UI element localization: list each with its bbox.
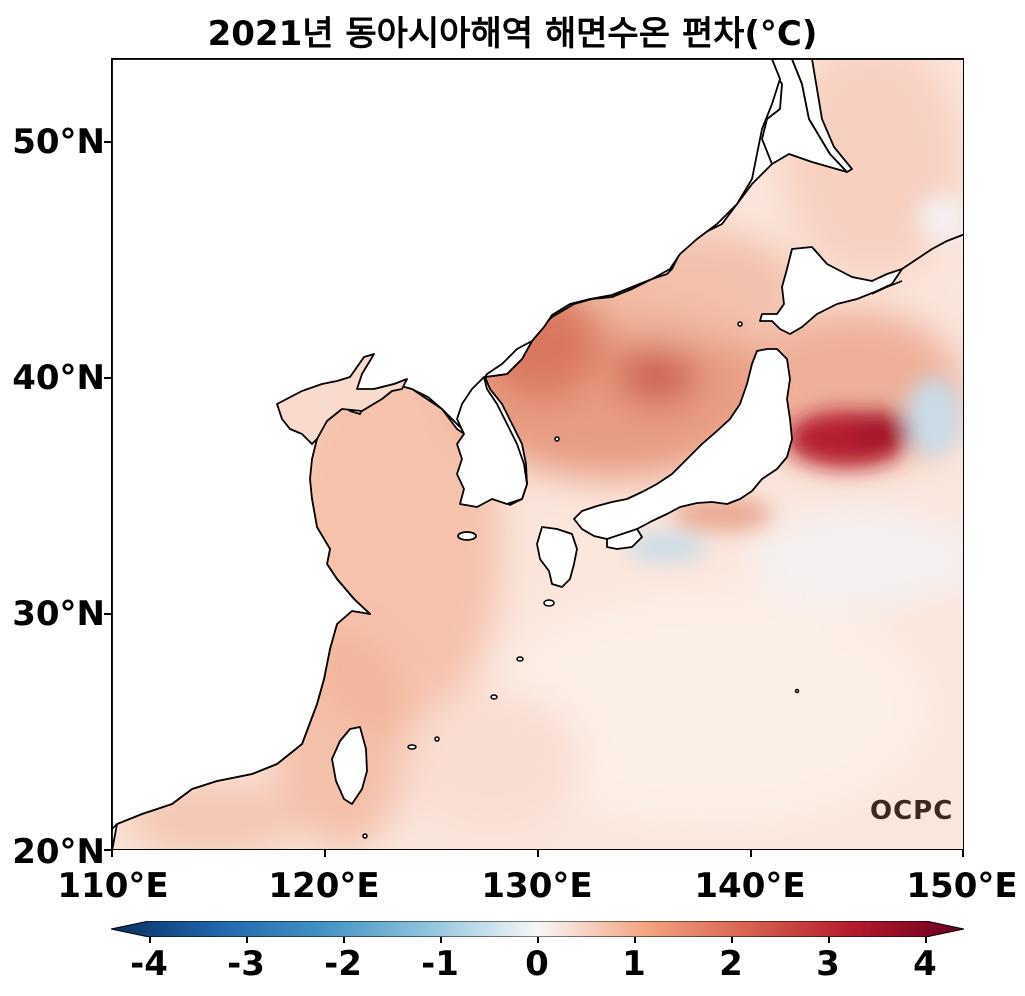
lon-label-130: 130°E	[481, 866, 593, 906]
colorbar-label-4: 4	[913, 944, 937, 984]
kuril-islands-2	[871, 280, 903, 295]
lon-label-110: 110°E	[57, 866, 169, 906]
colorbar-tick	[537, 937, 539, 943]
sakhalin	[791, 59, 853, 173]
kyushu	[536, 526, 578, 588]
colorbar-tick	[925, 937, 927, 943]
shikoku	[606, 528, 643, 550]
colorbar-tick	[440, 937, 442, 943]
lon-tick-140	[750, 850, 752, 857]
lon-label-120: 120°E	[268, 866, 380, 906]
lon-tick-120	[324, 850, 326, 857]
ocpc-logo: OCPC	[870, 796, 954, 826]
taiwan	[331, 726, 368, 805]
lon-tick-150	[962, 850, 964, 857]
lat-label-30: 30°N	[12, 594, 105, 634]
mainland-fill	[112, 59, 781, 830]
lon-label-150: 150°E	[906, 866, 1018, 906]
colorbar-tick	[149, 937, 151, 943]
colorbar-tick	[731, 937, 733, 943]
colorbar-label-0: 0	[525, 944, 549, 984]
lat-tick-20	[104, 849, 111, 851]
lon-label-140: 140°E	[694, 866, 806, 906]
colorbar-label-1: 1	[622, 944, 646, 984]
lon-tick-130	[537, 850, 539, 857]
islet	[434, 736, 440, 742]
lon-tick-110	[111, 850, 113, 857]
lat-label-50: 50°N	[12, 122, 105, 162]
kuril-islands	[901, 233, 963, 270]
colorbar-tick	[828, 937, 830, 943]
colorbar	[111, 921, 964, 937]
hokkaido	[759, 246, 903, 335]
sst-anomaly-field	[112, 59, 963, 849]
lat-tick-40	[104, 377, 111, 379]
colorbar-label-neg4: -4	[130, 944, 168, 984]
colorbar-tick	[343, 937, 345, 943]
islet	[362, 833, 368, 839]
colorbar-label-neg3: -3	[227, 944, 265, 984]
islet	[737, 321, 743, 327]
lat-tick-50	[104, 141, 111, 143]
islet	[516, 656, 524, 662]
islet	[554, 436, 560, 442]
bohai-sea	[276, 353, 408, 445]
islet	[794, 688, 800, 694]
colorbar-label-2: 2	[719, 944, 743, 984]
korean-peninsula	[456, 340, 533, 508]
jeju	[457, 531, 477, 541]
sst-anomaly-map	[111, 58, 964, 850]
map-title: 2021년 동아시아해역 해면수온 편차(°C)	[207, 14, 818, 54]
colorbar-tick	[634, 937, 636, 943]
islet	[490, 694, 498, 700]
colorbar-label-neg2: -2	[324, 944, 362, 984]
lat-label-40: 40°N	[12, 358, 105, 398]
islet	[543, 599, 555, 607]
lat-label-20: 20°N	[12, 832, 105, 872]
lat-tick-30	[104, 613, 111, 615]
colorbar-label-neg1: -1	[421, 944, 459, 984]
colorbar-label-3: 3	[816, 944, 840, 984]
islet	[407, 744, 417, 750]
colorbar-tick	[246, 937, 248, 943]
